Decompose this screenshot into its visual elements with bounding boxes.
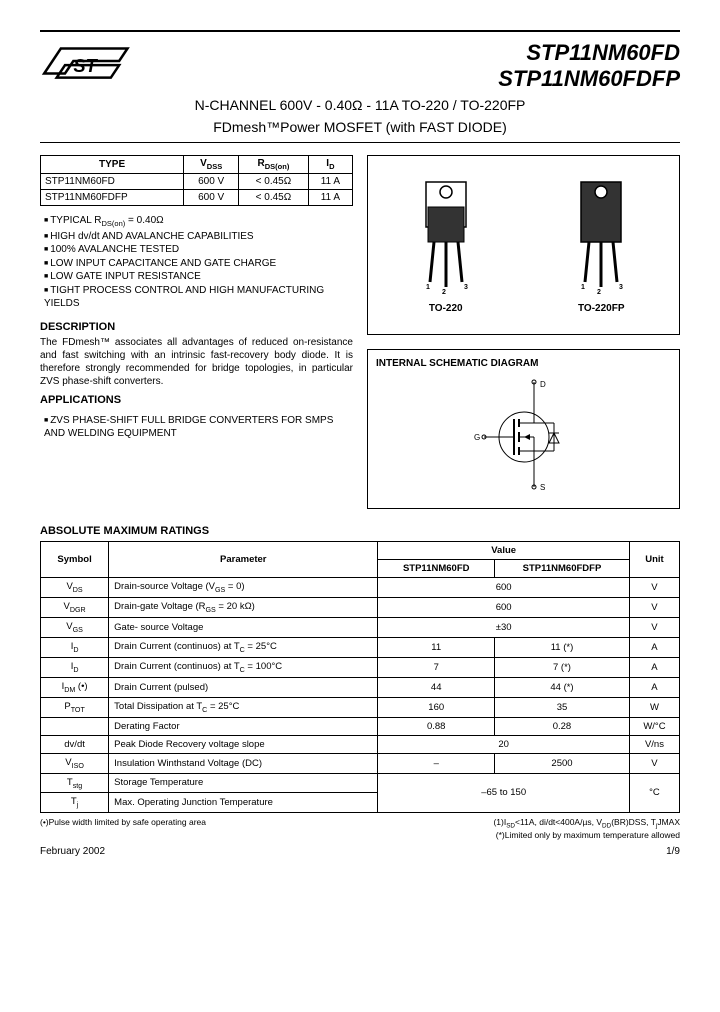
ratings-table: Symbol Parameter Value Unit STP11NM60FD … (40, 541, 680, 813)
applications-list: ZVS PHASE-SHIFT FULL BRIDGE CONVERTERS F… (40, 414, 353, 441)
description-head: DESCRIPTION (40, 321, 353, 333)
feature-item: LOW GATE INPUT RESISTANCE (44, 270, 353, 284)
applications-head: APPLICATIONS (40, 394, 353, 406)
svg-text:G: G (474, 433, 480, 442)
description-text: The FDmesh™ associates all advantages of… (40, 336, 353, 388)
schematic-box: INTERNAL SCHEMATIC DIAGRAM D (367, 349, 680, 509)
ratings-head: ABSOLUTE MAXIMUM RATINGS (40, 525, 680, 537)
schematic-title: INTERNAL SCHEMATIC DIAGRAM (376, 358, 671, 369)
svg-text:2: 2 (597, 289, 601, 296)
subtitle-1: N-CHANNEL 600V - 0.40Ω - 11A TO-220 / TO… (40, 96, 680, 114)
package-label-2: TO-220FP (578, 303, 625, 314)
applications-item: ZVS PHASE-SHIFT FULL BRIDGE CONVERTERS F… (44, 414, 353, 441)
subtitle-2: FDmesh™Power MOSFET (with FAST DIODE) (40, 118, 680, 136)
footer-page: 1/9 (666, 846, 680, 857)
footnote-right1: (1)ISD<11A, di/dt<400A/µs, VDD(BR)DSS, T… (493, 817, 680, 827)
page-footer: February 2002 1/9 (40, 846, 680, 857)
page-header: ST STP11NM60FD STP11NM60FDFP (40, 40, 680, 92)
package-label-1: TO-220 (429, 303, 463, 314)
package-box: 1 2 3 TO-220 1 2 3 (367, 155, 680, 335)
feature-item: HIGH dv/dt AND AVALANCHE CAPABILITIES (44, 230, 353, 244)
feature-item: 100% AVALANCHE TESTED (44, 243, 353, 257)
svg-text:S: S (540, 483, 545, 492)
svg-text:1: 1 (581, 284, 585, 291)
feature-item: TYPICAL RDS(on) = 0.40Ω (44, 214, 353, 229)
to220-icon: 1 2 3 (406, 177, 486, 297)
svg-text:3: 3 (619, 284, 623, 291)
svg-text:ST: ST (73, 55, 98, 76)
footnote-right2: (*)Limited only by maximum temperature a… (496, 830, 680, 840)
svg-text:3: 3 (464, 284, 468, 291)
spec-table: TYPEVDSSRDS(on)ID STP11NM60FD600 V< 0.45… (40, 155, 353, 206)
footnotes: (•)Pulse width limited by safe operating… (40, 817, 680, 840)
svg-text:2: 2 (442, 289, 446, 296)
feature-item: TIGHT PROCESS CONTROL AND HIGH MANUFACTU… (44, 284, 353, 311)
st-logo: ST (40, 40, 150, 85)
schematic-diagram: D (444, 377, 604, 497)
svg-text:1: 1 (426, 284, 430, 291)
part-number-2: STP11NM60FDFP (498, 66, 680, 92)
svg-text:D: D (540, 380, 546, 389)
part-number-1: STP11NM60FD (498, 40, 680, 66)
to220fp-icon: 1 2 3 (561, 177, 641, 297)
footnote-left: (•)Pulse width limited by safe operating… (40, 817, 206, 840)
feature-item: LOW INPUT CAPACITANCE AND GATE CHARGE (44, 257, 353, 271)
footer-date: February 2002 (40, 846, 105, 857)
features-list: TYPICAL RDS(on) = 0.40ΩHIGH dv/dt AND AV… (40, 214, 353, 310)
